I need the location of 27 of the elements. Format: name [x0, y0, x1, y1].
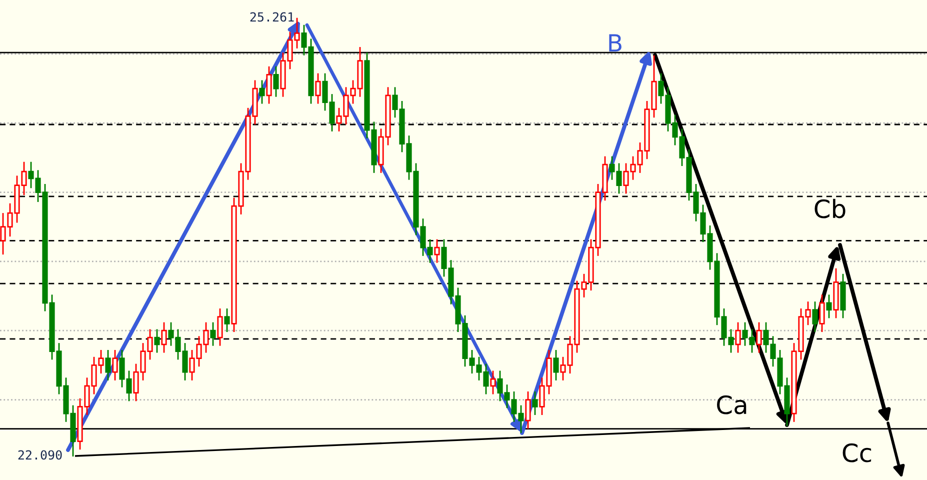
candlestick	[154, 328, 160, 354]
annotation: Ca	[717, 395, 746, 414]
candlestick	[826, 294, 832, 319]
candlestick	[210, 322, 216, 347]
annotation: B	[609, 34, 622, 52]
candlestick	[532, 390, 538, 416]
candlestick	[434, 238, 440, 264]
candlestick	[553, 349, 559, 382]
candlestick	[259, 80, 265, 104]
annotation: Cc	[842, 443, 872, 462]
candlestick	[266, 66, 272, 104]
annotation: 22.090	[18, 450, 62, 460]
candlestick	[756, 322, 762, 354]
candlestick	[273, 66, 279, 98]
annotation: Cb	[814, 198, 846, 218]
candlestick	[819, 294, 825, 333]
annotation: 25.261	[250, 12, 294, 22]
candlestick	[525, 390, 531, 430]
candlestick	[490, 370, 496, 395]
candlestick	[112, 349, 118, 382]
candlestick	[161, 322, 167, 354]
candlestick	[812, 300, 818, 333]
candlestick	[735, 322, 741, 354]
candlestick	[224, 308, 230, 333]
candlestick	[105, 349, 111, 382]
candlestick	[217, 308, 223, 347]
candlestick	[315, 72, 321, 104]
